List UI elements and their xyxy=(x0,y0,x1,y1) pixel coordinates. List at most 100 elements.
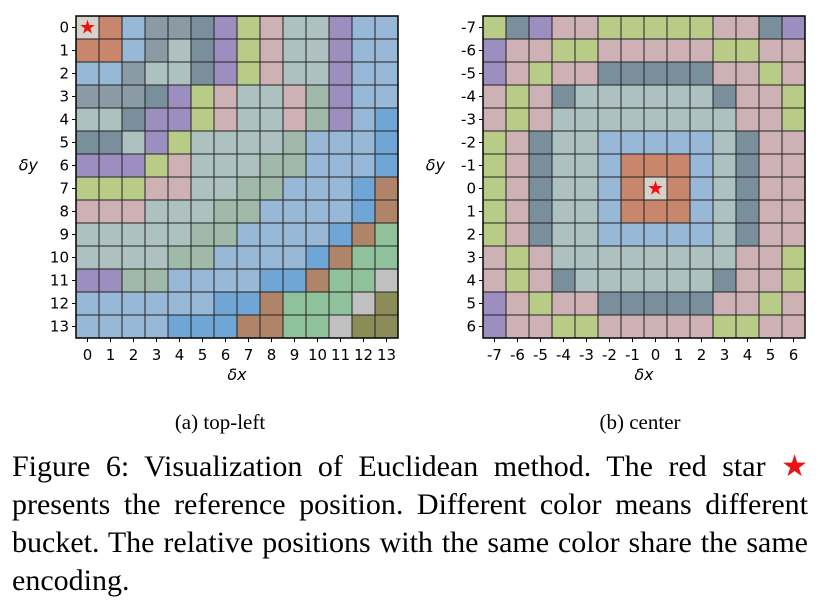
x-tick-label: 6 xyxy=(789,346,799,364)
heatmap-cell xyxy=(167,107,192,132)
heatmap-cell xyxy=(305,245,330,270)
heatmap-cell xyxy=(666,130,691,155)
x-axis-label: δx xyxy=(634,365,654,384)
heatmap-cell xyxy=(758,222,783,247)
heatmap-cell xyxy=(167,38,192,63)
y-tick-label: -4 xyxy=(461,88,476,106)
heatmap-cell xyxy=(735,291,760,316)
heatmap-cell xyxy=(144,61,169,86)
heatmap-cell xyxy=(167,15,192,40)
x-tick-label: 9 xyxy=(290,346,300,364)
heatmap-cell xyxy=(597,84,622,109)
heatmap-cell xyxy=(144,38,169,63)
heatmap-cell xyxy=(374,15,399,40)
heatmap-cell xyxy=(666,38,691,63)
y-tick-label: -1 xyxy=(461,157,476,175)
heatmap-cell xyxy=(574,107,599,132)
heatmap-cell xyxy=(328,130,353,155)
heatmap-cell xyxy=(75,222,100,247)
heatmap-cell xyxy=(505,291,530,316)
heatmap-cell xyxy=(305,268,330,293)
x-axis-label: δx xyxy=(227,365,247,384)
heatmap-cell xyxy=(167,130,192,155)
heatmap-cell xyxy=(551,61,576,86)
heatmap-cell xyxy=(259,245,284,270)
x-tick-label: 1 xyxy=(674,346,684,364)
heatmap-cell xyxy=(259,199,284,224)
heatmap-cell xyxy=(758,314,783,339)
heatmap-cell xyxy=(213,84,238,109)
heatmap-cell xyxy=(597,199,622,224)
heatmap-cell xyxy=(689,107,714,132)
heatmap-cell xyxy=(328,199,353,224)
heatmap-cell xyxy=(666,291,691,316)
x-tick-label: -3 xyxy=(579,346,594,364)
x-tick-label: -7 xyxy=(487,346,502,364)
y-tick-label: 4 xyxy=(466,272,476,290)
heatmap-cell xyxy=(505,84,530,109)
heatmap-cell xyxy=(666,61,691,86)
heatmap-cell xyxy=(482,153,507,178)
heatmap-cell xyxy=(551,84,576,109)
heatmap-cell xyxy=(735,153,760,178)
heatmap-cell xyxy=(597,268,622,293)
heatmap-cell xyxy=(620,61,645,86)
heatmap-cell xyxy=(781,314,806,339)
heatmap-cell xyxy=(121,199,146,224)
heatmap-cell xyxy=(167,61,192,86)
heatmap-cell xyxy=(144,84,169,109)
heatmap-cell xyxy=(305,176,330,201)
heatmap-cell xyxy=(374,38,399,63)
heatmap-cell xyxy=(167,291,192,316)
heatmap-cell xyxy=(98,61,123,86)
heatmap-cell xyxy=(236,176,261,201)
heatmap-cell xyxy=(574,84,599,109)
heatmap-cell xyxy=(282,245,307,270)
subcaption-a: (a) top-left xyxy=(174,410,266,434)
heatmap-cell xyxy=(620,107,645,132)
heatmap-cell xyxy=(259,291,284,316)
y-tick-label: 0 xyxy=(466,180,476,198)
y-tick-label: 0 xyxy=(59,19,69,37)
heatmap-cell xyxy=(282,38,307,63)
heatmap-cell xyxy=(98,15,123,40)
heatmap-cell xyxy=(482,38,507,63)
red-star-icon: ★ xyxy=(781,450,809,483)
x-tick-label: 10 xyxy=(308,346,327,364)
heatmap-cell xyxy=(781,268,806,293)
heatmap-cell xyxy=(374,291,399,316)
heatmap-cell xyxy=(98,222,123,247)
heatmap-cell xyxy=(528,245,553,270)
heatmap-cell xyxy=(643,268,668,293)
heatmap-cell xyxy=(305,222,330,247)
heatmap-cell xyxy=(305,38,330,63)
heatmap-cell xyxy=(351,15,376,40)
heatmap-cell xyxy=(505,15,530,40)
heatmap-cell xyxy=(758,199,783,224)
heatmap-cell xyxy=(190,199,215,224)
heatmap-cell xyxy=(643,38,668,63)
heatmap-cell xyxy=(781,153,806,178)
heatmap-cell xyxy=(121,38,146,63)
heatmap-cell xyxy=(574,245,599,270)
heatmap-cell xyxy=(144,199,169,224)
heatmap-cell xyxy=(666,245,691,270)
heatmap-cell xyxy=(689,15,714,40)
heatmap-cell xyxy=(121,176,146,201)
heatmap-cell xyxy=(597,176,622,201)
heatmap-cell xyxy=(689,314,714,339)
heatmap-cell xyxy=(374,222,399,247)
heatmap-cell xyxy=(482,107,507,132)
heatmap-cell xyxy=(735,15,760,40)
heatmap-cell xyxy=(236,291,261,316)
y-tick-label: 2 xyxy=(466,226,476,244)
heatmap-cell xyxy=(282,61,307,86)
heatmap-cell xyxy=(781,245,806,270)
heatmap-cell xyxy=(236,15,261,40)
heatmap-cell xyxy=(620,15,645,40)
heatmap-cell xyxy=(551,291,576,316)
heatmap-cell xyxy=(781,84,806,109)
heatmap-cell xyxy=(643,107,668,132)
heatmap-cell xyxy=(781,199,806,224)
heatmap-cell xyxy=(351,245,376,270)
